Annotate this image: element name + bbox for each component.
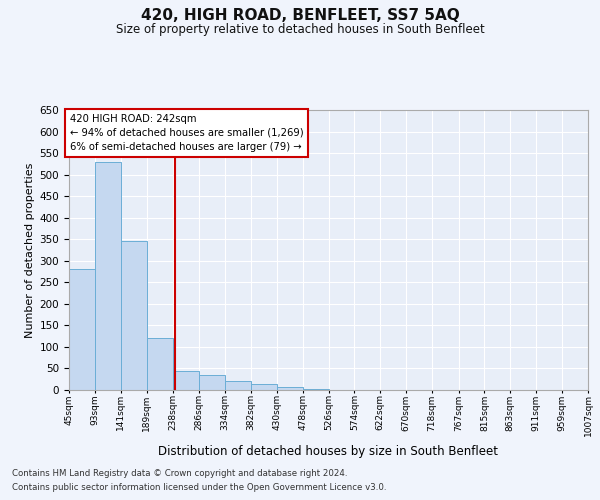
- Text: 420 HIGH ROAD: 242sqm
← 94% of detached houses are smaller (1,269)
6% of semi-de: 420 HIGH ROAD: 242sqm ← 94% of detached …: [70, 114, 303, 152]
- Bar: [199, 375, 225, 390]
- Bar: [95, 162, 121, 390]
- Text: 420, HIGH ROAD, BENFLEET, SS7 5AQ: 420, HIGH ROAD, BENFLEET, SS7 5AQ: [140, 8, 460, 22]
- Bar: [277, 386, 302, 390]
- Bar: [146, 338, 173, 390]
- Bar: [69, 270, 95, 390]
- Y-axis label: Number of detached properties: Number of detached properties: [25, 162, 35, 338]
- Bar: [173, 370, 199, 390]
- Bar: [251, 384, 277, 390]
- Bar: [121, 242, 146, 390]
- Text: Contains HM Land Registry data © Crown copyright and database right 2024.: Contains HM Land Registry data © Crown c…: [12, 468, 347, 477]
- Text: Contains public sector information licensed under the Open Government Licence v3: Contains public sector information licen…: [12, 484, 386, 492]
- Bar: [302, 388, 329, 390]
- Text: Size of property relative to detached houses in South Benfleet: Size of property relative to detached ho…: [116, 22, 484, 36]
- X-axis label: Distribution of detached houses by size in South Benfleet: Distribution of detached houses by size …: [158, 444, 499, 458]
- Bar: [225, 382, 251, 390]
